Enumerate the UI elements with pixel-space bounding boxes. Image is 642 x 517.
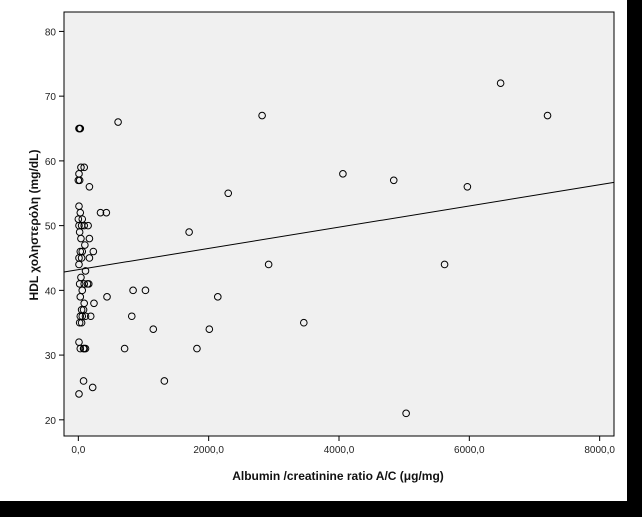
data-point [77,234,85,243]
chart-window: 0,0 2000,0 4000,0 6000,0 8000,0 20 30 40 50 60 70… [0,0,627,501]
data-points [74,79,552,418]
x-axis-title: Albumin /creatinine ratio A/C (μg/mg) [232,469,444,483]
data-point [84,221,92,230]
data-point [81,312,90,321]
data-point [114,118,122,126]
data-point [77,163,85,172]
data-point [77,254,86,262]
data-point [75,280,84,288]
data-point [205,325,214,333]
y-tick-label: 20 [45,416,57,427]
data-point [224,189,233,198]
y-tick-label: 80 [45,27,57,38]
regression-line [63,181,615,273]
data-point [81,267,90,275]
data-point [96,208,105,217]
data-point [496,79,505,88]
data-point [85,182,94,191]
data-point [193,344,201,353]
y-tick-label: 60 [45,157,57,168]
data-point [75,176,84,185]
data-point [84,280,93,288]
scatter-chart: 0,0 2000,0 4000,0 6000,0 8000,0 20 30 40 50 60 70… [27,11,615,483]
data-point [76,293,85,301]
data-point [160,377,169,385]
data-point [185,228,193,236]
x-tick-label: 4000,0 [324,445,355,456]
data-point [80,163,89,172]
data-point [90,299,98,308]
x-tick-label: 6000,0 [454,445,485,456]
data-point [141,286,150,295]
data-point [88,383,97,392]
y-axis-ticks: 20 30 40 50 60 70 80 [45,27,64,427]
data-point [75,260,83,269]
data-point [300,318,308,327]
x-axis-ticks: 0,0 2000,0 4000,0 6000,0 8000,0 [71,436,615,456]
data-point [339,170,347,178]
data-point [85,234,94,243]
y-tick-label: 30 [45,351,57,362]
x-tick-label: 0,0 [71,445,85,456]
data-point [76,344,85,353]
data-point [258,111,266,120]
plot-area [63,11,615,437]
data-point [81,241,89,249]
data-point [80,221,89,230]
data-point [129,286,137,295]
data-point [89,247,98,256]
data-point [213,293,222,301]
x-tick-label: 2000,0 [193,445,224,456]
y-tick-label: 50 [45,222,57,233]
y-tick-label: 40 [45,286,57,297]
data-point [402,409,410,418]
data-point [102,208,111,217]
y-axis-title: HDL χοληστερόλη (mg/dL) [27,150,41,301]
data-point [264,260,273,269]
data-point [75,390,83,398]
data-point [79,377,88,385]
data-point [463,182,472,191]
data-point [77,318,86,327]
data-point [543,111,552,120]
data-point [149,325,158,333]
data-point [120,344,129,353]
y-tick-label: 70 [45,92,57,103]
x-tick-label: 8000,0 [584,445,615,456]
data-point [75,124,84,133]
data-point [103,293,111,301]
data-point [75,318,84,327]
data-point [127,312,136,321]
data-point [85,254,94,262]
data-point [80,344,89,353]
data-point [86,312,95,321]
data-point [389,176,398,185]
data-point [440,260,449,269]
